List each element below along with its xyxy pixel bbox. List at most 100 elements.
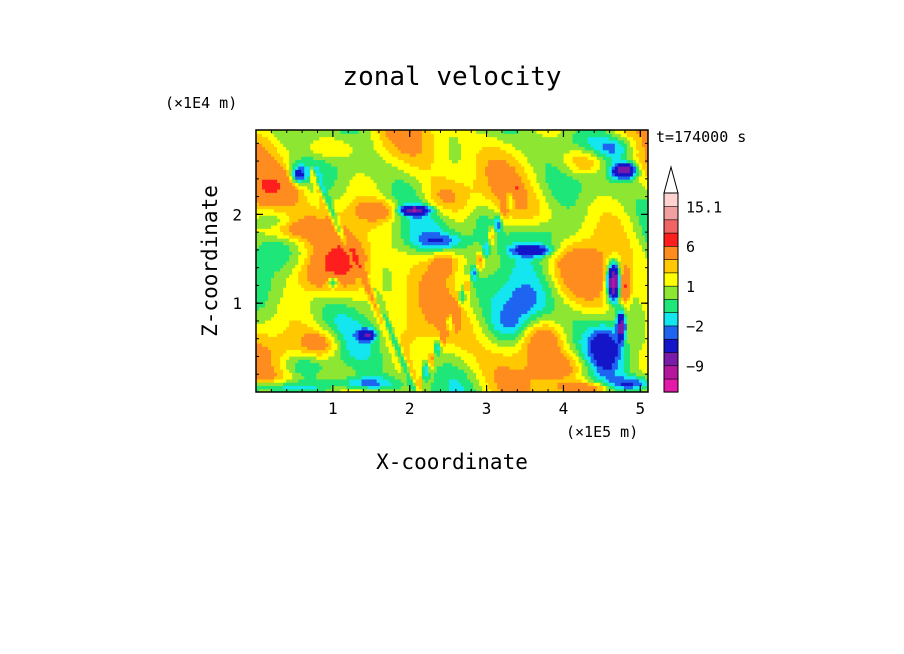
field-cell — [280, 385, 284, 390]
field-cell — [313, 365, 317, 370]
field-cell — [268, 329, 272, 334]
field-cell — [268, 333, 272, 337]
field-cell — [298, 261, 302, 265]
field-cell — [370, 188, 375, 193]
field-cell — [352, 238, 357, 242]
field-cell — [394, 349, 399, 354]
field-cell — [259, 136, 263, 141]
field-cell — [391, 349, 396, 354]
field-cell — [283, 215, 287, 220]
field-cell — [355, 329, 360, 334]
field-cell — [310, 359, 314, 364]
field-cell — [361, 355, 366, 360]
field-cell — [292, 169, 296, 174]
field-cell — [337, 195, 342, 200]
field-cell — [265, 355, 269, 360]
field-cell — [394, 185, 399, 190]
field-cell — [271, 185, 275, 190]
field-cell — [331, 349, 335, 354]
field-cell — [373, 333, 378, 337]
field-cell — [367, 133, 372, 138]
field-cell — [310, 247, 314, 252]
field-cell — [301, 202, 305, 206]
field-cell — [373, 139, 378, 144]
field-cell — [313, 130, 317, 134]
field-cell — [283, 326, 287, 331]
field-cell — [382, 365, 387, 370]
field-cell — [337, 382, 342, 387]
field-cell — [388, 215, 393, 220]
field-cell — [316, 130, 320, 134]
field-cell — [349, 133, 354, 138]
field-cell — [397, 234, 402, 239]
field-cell — [355, 241, 360, 246]
field-cell — [271, 159, 275, 164]
field-cell — [388, 211, 393, 216]
field-cell — [346, 247, 351, 252]
field-cell — [334, 234, 339, 239]
field-cell — [373, 198, 378, 203]
field-cell — [304, 375, 308, 380]
field-cell — [298, 375, 302, 380]
field-cell — [283, 238, 287, 242]
field-cell — [277, 136, 281, 141]
field-cell — [271, 208, 275, 213]
field-cell — [352, 372, 357, 377]
field-cell — [340, 238, 345, 242]
field-cell — [385, 146, 390, 151]
field-cell — [313, 143, 317, 147]
field-cell — [304, 365, 308, 370]
field-cell — [304, 192, 308, 197]
field-cell — [334, 313, 339, 318]
field-cell — [394, 215, 399, 220]
field-cell — [295, 205, 299, 210]
field-cell — [340, 205, 345, 210]
field-cell — [397, 352, 402, 357]
field-cell — [367, 198, 372, 203]
field-cell — [382, 372, 387, 377]
field-cell — [376, 133, 381, 138]
field-cell — [265, 221, 269, 226]
field-cell — [337, 130, 342, 134]
field-cell — [370, 355, 375, 360]
field-cell — [319, 362, 323, 367]
field-cell — [376, 188, 381, 193]
field-cell — [334, 342, 339, 347]
field-cell — [262, 251, 266, 256]
field-cell — [370, 319, 375, 324]
chart-title: zonal velocity — [342, 62, 561, 92]
field-cell — [373, 224, 378, 229]
field-cell — [310, 342, 314, 347]
field-cell — [310, 297, 314, 301]
field-cell — [322, 146, 326, 151]
field-cell — [385, 287, 390, 292]
field-cell — [310, 329, 314, 334]
field-cell — [310, 319, 314, 324]
field-cell — [391, 306, 396, 311]
field-cell — [382, 267, 387, 272]
field-cell — [289, 355, 293, 360]
field-cell — [277, 179, 281, 184]
field-cell — [337, 231, 342, 236]
field-cell — [394, 254, 399, 259]
field-cell — [313, 172, 317, 177]
field-cell — [292, 202, 296, 206]
field-cell — [391, 342, 396, 347]
field-cell — [256, 306, 260, 311]
field-cell — [334, 152, 339, 157]
field-cell — [379, 211, 384, 216]
field-cell — [274, 185, 278, 190]
field-cell — [364, 378, 369, 383]
field-cell — [283, 182, 287, 187]
field-cell — [340, 369, 345, 373]
field-cell — [319, 385, 323, 390]
field-cell — [301, 244, 305, 249]
field-cell — [394, 297, 399, 301]
field-cell — [337, 293, 342, 298]
field-cell — [373, 378, 378, 383]
field-cell — [376, 221, 381, 226]
field-cell — [295, 182, 299, 187]
field-cell — [313, 323, 317, 328]
field-cell — [259, 218, 263, 223]
field-cell — [292, 152, 296, 157]
